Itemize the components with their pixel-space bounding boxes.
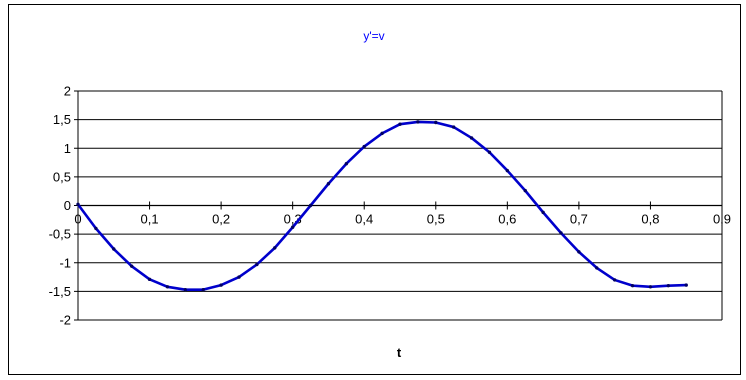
data-point (76, 202, 80, 207)
x-tick-label: 0,1 (141, 212, 159, 227)
series-layer (76, 120, 688, 292)
x-tick-label: 0,9 (713, 212, 731, 227)
x-tick-label: 0,6 (498, 212, 516, 227)
y-tick-label: -2 (59, 313, 71, 328)
data-point (648, 285, 653, 289)
axes (74, 90, 723, 321)
y-tick-label: 0,5 (53, 169, 71, 184)
data-point (94, 226, 98, 231)
data-point (362, 144, 366, 149)
x-tick-label: 0 (74, 212, 81, 227)
data-point (612, 278, 617, 282)
y-tick-label: -1,5 (49, 284, 71, 299)
data-point (416, 120, 420, 124)
data-point (255, 262, 259, 267)
data-point (183, 287, 188, 292)
data-point (630, 283, 635, 288)
data-point (129, 264, 134, 268)
data-point (344, 162, 349, 166)
x-tick-label: 0,2 (212, 212, 230, 227)
chart-title: y'=v (363, 29, 384, 43)
data-point (505, 168, 510, 173)
data-point (237, 275, 241, 279)
y-tick-label: -1 (59, 255, 71, 270)
data-point (469, 136, 474, 140)
x-tick-label: 0,8 (641, 212, 659, 227)
data-point (541, 210, 545, 215)
y-tick-label: 0 (64, 198, 71, 213)
data-point (595, 266, 599, 270)
data-point (201, 287, 205, 292)
data-point (147, 277, 152, 282)
data-point (487, 150, 492, 154)
y-tick-label: 1,5 (53, 112, 71, 127)
x-tick-label: 0,7 (570, 212, 588, 227)
y-tick-labels: 2 1,5 1 0,5 0 -0,5 -1 -1,5 -2 (49, 84, 71, 328)
line-chart: y'=v 21,510,50-0,5-1-1,5-2 0 0,1 0,2 0,3 0,4… (49, 29, 731, 360)
data-point (380, 131, 384, 136)
data-point (308, 203, 313, 208)
data-point (434, 120, 438, 125)
y-tick-label: 2 (64, 84, 71, 99)
data-point (523, 188, 527, 193)
data-point (165, 285, 170, 289)
data-point (219, 283, 223, 287)
data-point (326, 182, 331, 186)
data-point (451, 125, 456, 129)
y-tick-label: -0,5 (49, 227, 71, 242)
data-point (684, 283, 688, 287)
y-tick-label: 1 (64, 141, 71, 156)
data-point (112, 247, 116, 251)
x-tick-label: 0,5 (427, 212, 445, 227)
data-point (577, 250, 581, 254)
x-tick-label: 0,4 (355, 212, 373, 227)
chart-frame: y'=v 2 1,5 1 0,5 0 -0,5 -1 -1,5 -2 0 0,1 0,2 0,3 0,4… (8, 4, 741, 375)
x-axis-title: t (397, 345, 402, 360)
data-point (273, 246, 277, 250)
x-tick-labels: 0 0,1 0,2 0,3 0,4 0,5 0,6 0,7 0,8 0,9 (74, 212, 731, 227)
data-point (398, 122, 402, 126)
data-point (559, 231, 563, 235)
data-point (290, 225, 295, 229)
data-point (666, 283, 671, 288)
